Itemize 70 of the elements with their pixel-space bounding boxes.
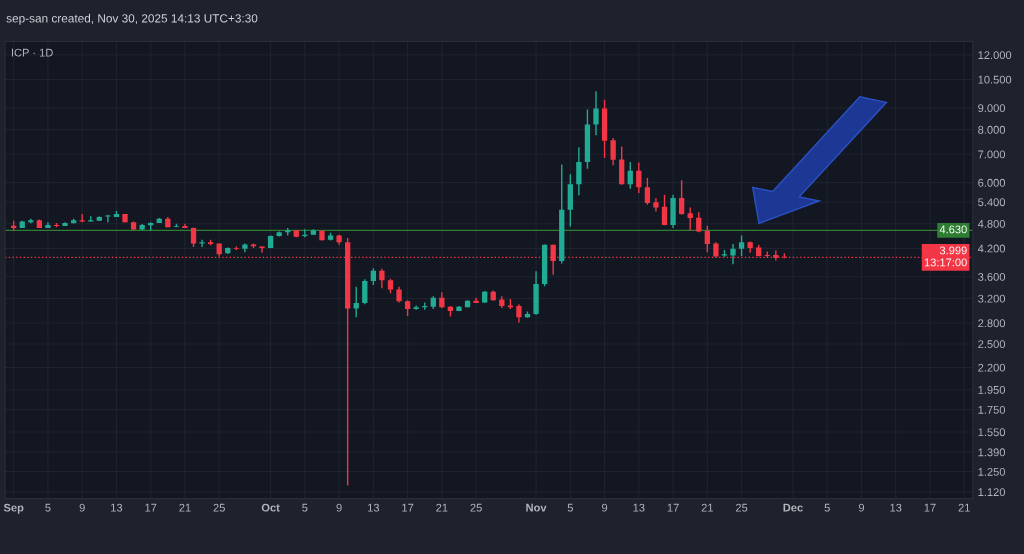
- x-tick-label: 5: [567, 503, 573, 512]
- candlestick: [610, 137, 616, 167]
- candlestick: [730, 243, 736, 266]
- x-tick-label: 9: [602, 503, 608, 512]
- x-tick-label: Nov: [526, 503, 547, 512]
- y-tick-label: 2.500: [978, 340, 1006, 349]
- y-tick-label: 6.000: [978, 178, 1006, 187]
- x-tick-label: 25: [470, 503, 482, 512]
- candlestick: [636, 161, 642, 194]
- x-tick-label: 21: [179, 503, 191, 512]
- candlestick: [353, 286, 359, 318]
- x-tick-label: 5: [45, 503, 51, 512]
- chart-title: ICP · 1D: [11, 48, 53, 57]
- x-tick-label: 17: [402, 503, 414, 512]
- candlestick: [105, 214, 111, 223]
- y-tick-label: 2.800: [978, 319, 1006, 328]
- x-tick-label: 5: [302, 503, 308, 512]
- x-tick-label: 21: [436, 503, 448, 512]
- ref-line-label: 3.999 13:17:00: [924, 246, 967, 267]
- y-tick-label: 1.250: [978, 467, 1006, 476]
- x-tick-label: 9: [336, 503, 342, 512]
- y-tick-label: 5.400: [978, 198, 1006, 207]
- y-tick-label: 4.800: [977, 219, 1006, 228]
- x-tick-label: 17: [145, 503, 157, 512]
- y-tick-label: 9.000: [978, 104, 1006, 113]
- candlestick: [678, 179, 685, 216]
- y-tick-label: 7.000: [978, 150, 1006, 159]
- x-tick-label: 13: [633, 503, 645, 512]
- x-tick-label: Sep: [3, 503, 24, 514]
- y-tick-label: 3.600: [978, 273, 1006, 281]
- ref-line-label: 4.630: [939, 225, 967, 234]
- x-tick-label: Oct: [261, 503, 280, 512]
- candlestick: [199, 239, 205, 248]
- candlestick: [413, 304, 419, 311]
- candlestick: [379, 268, 385, 290]
- y-tick-label: 12.000: [978, 51, 1012, 60]
- y-tick-label: 4.200: [977, 244, 1006, 253]
- x-tick-label: 9: [858, 503, 865, 512]
- candlestick: [516, 303, 522, 324]
- candlestick: [362, 278, 368, 305]
- candlestick: [644, 177, 651, 206]
- x-tick-label: 25: [735, 503, 748, 512]
- y-tick-label: 1.390: [978, 448, 1006, 457]
- x-tick-label: 25: [213, 503, 225, 512]
- x-tick-label: 17: [667, 503, 679, 512]
- y-tick-label: 1.550: [978, 428, 1006, 437]
- y-tick-label: 1.750: [978, 405, 1006, 414]
- x-tick-label: 9: [79, 503, 85, 512]
- candlestick: [661, 193, 668, 226]
- x-tick-label: 5: [824, 503, 830, 512]
- y-tick-label: 1.950: [978, 385, 1006, 394]
- x-tick-label: 13: [890, 503, 902, 512]
- chart-subtitle: sep-san created, Nov 30, 2025 14:13 UTC+3:30: [6, 13, 258, 25]
- x-tick-label: 21: [701, 503, 713, 512]
- y-tick-label: 1.120: [978, 488, 1006, 497]
- x-tick-label: 17: [924, 503, 936, 512]
- candlestick: [704, 224, 710, 254]
- y-tick-label: 2.200: [978, 363, 1006, 372]
- y-tick-label: 8.000: [978, 125, 1006, 134]
- y-tick-label: 10.500: [978, 75, 1012, 84]
- candlestick: [627, 161, 633, 190]
- candlestick: [576, 146, 582, 197]
- candlestick: [687, 206, 693, 231]
- x-tick-label: Dec: [783, 503, 803, 512]
- y-tick-label: 3.200: [978, 294, 1006, 303]
- x-tick-label: 21: [958, 503, 970, 512]
- candlestick: [593, 90, 599, 136]
- candlestick: [738, 234, 745, 257]
- x-tick-label: 13: [111, 503, 123, 512]
- x-tick-label: 13: [368, 503, 380, 512]
